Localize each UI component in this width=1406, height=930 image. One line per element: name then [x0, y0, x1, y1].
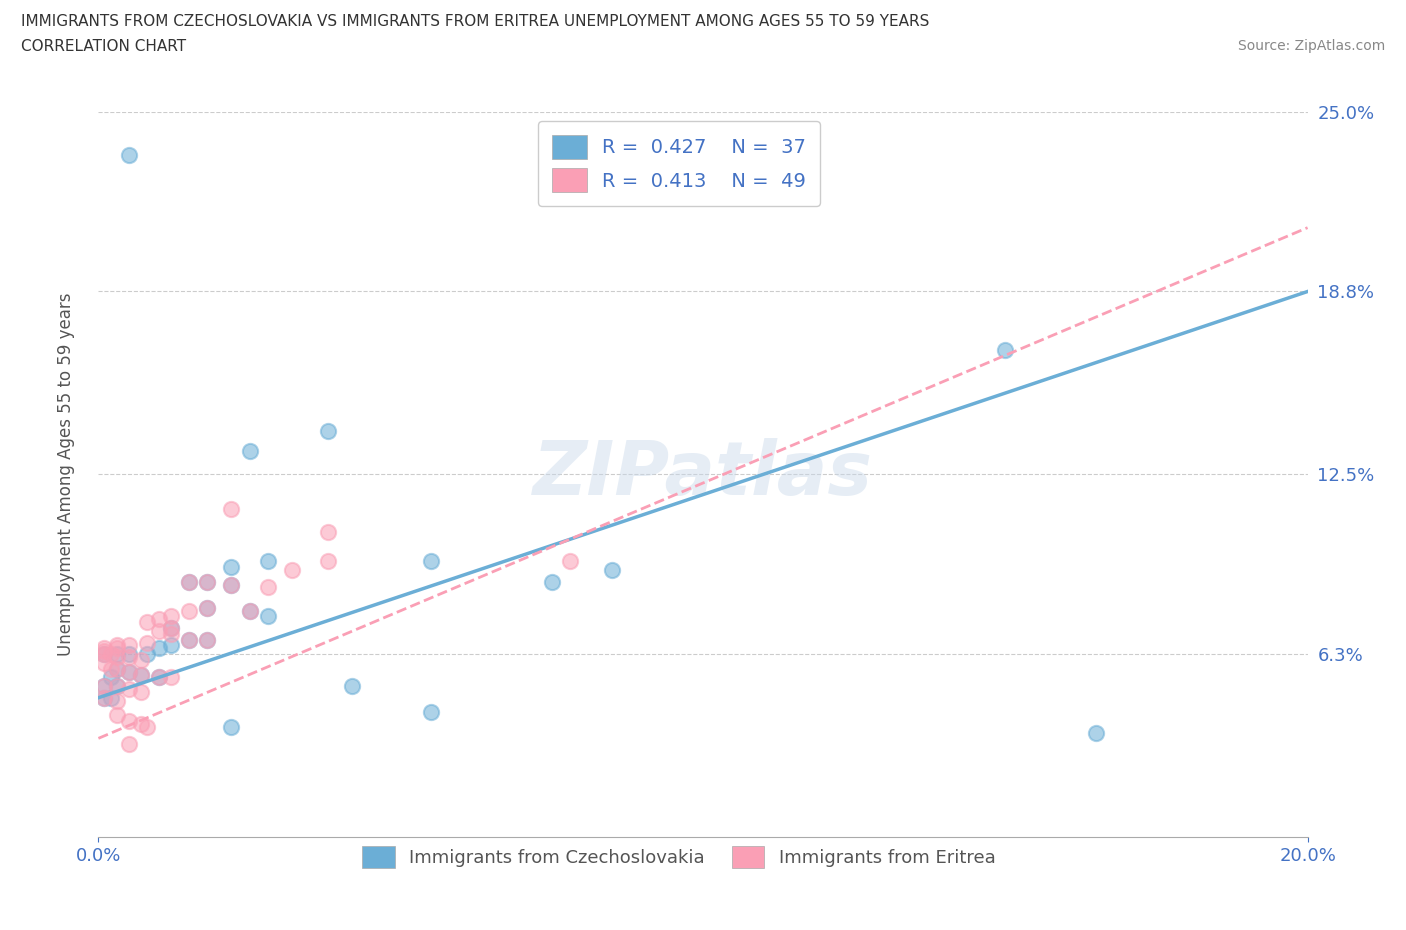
- Point: [221, 719, 243, 734]
- Point: [179, 632, 201, 647]
- Point: [93, 679, 115, 694]
- Point: [195, 632, 218, 647]
- Point: [118, 664, 141, 679]
- Point: [105, 641, 128, 656]
- Point: [148, 623, 170, 638]
- Point: [256, 609, 278, 624]
- Point: [93, 656, 115, 671]
- Y-axis label: Unemployment Among Ages 55 to 59 years: Unemployment Among Ages 55 to 59 years: [56, 293, 75, 656]
- Text: ZIPatlas: ZIPatlas: [533, 438, 873, 511]
- Point: [129, 716, 152, 731]
- Text: IMMIGRANTS FROM CZECHOSLOVAKIA VS IMMIGRANTS FROM ERITREA UNEMPLOYMENT AMONG AGE: IMMIGRANTS FROM CZECHOSLOVAKIA VS IMMIGR…: [21, 14, 929, 29]
- Point: [135, 615, 157, 630]
- Point: [994, 342, 1017, 357]
- Point: [105, 679, 128, 694]
- Point: [135, 719, 157, 734]
- Point: [129, 667, 152, 682]
- Point: [118, 638, 141, 653]
- Point: [105, 646, 128, 661]
- Point: [195, 601, 218, 616]
- Point: [239, 604, 262, 618]
- Point: [160, 620, 183, 635]
- Point: [221, 578, 243, 592]
- Point: [105, 650, 128, 665]
- Point: [160, 620, 183, 635]
- Point: [118, 646, 141, 661]
- Point: [256, 580, 278, 595]
- Text: Source: ZipAtlas.com: Source: ZipAtlas.com: [1237, 39, 1385, 53]
- Point: [239, 444, 262, 458]
- Point: [118, 737, 141, 751]
- Point: [179, 604, 201, 618]
- Point: [316, 525, 339, 539]
- Point: [179, 574, 201, 589]
- Point: [105, 693, 128, 708]
- Point: [420, 554, 443, 569]
- Point: [135, 646, 157, 661]
- Point: [148, 670, 170, 684]
- Point: [221, 560, 243, 575]
- Point: [160, 609, 183, 624]
- Point: [135, 635, 157, 650]
- Point: [160, 670, 183, 684]
- Point: [316, 423, 339, 438]
- Point: [118, 682, 141, 697]
- Point: [105, 661, 128, 676]
- Point: [100, 661, 122, 676]
- Point: [148, 641, 170, 656]
- Point: [129, 684, 152, 699]
- Point: [93, 690, 115, 705]
- Point: [179, 632, 201, 647]
- Point: [100, 670, 122, 684]
- Point: [342, 679, 364, 694]
- Point: [281, 563, 304, 578]
- Point: [316, 554, 339, 569]
- Point: [93, 690, 115, 705]
- Point: [129, 653, 152, 668]
- Point: [93, 646, 115, 661]
- Point: [118, 650, 141, 665]
- Point: [105, 679, 128, 694]
- Point: [93, 679, 115, 694]
- Point: [256, 554, 278, 569]
- Point: [118, 664, 141, 679]
- Point: [160, 638, 183, 653]
- Point: [129, 667, 152, 682]
- Point: [239, 604, 262, 618]
- Point: [558, 554, 581, 569]
- Point: [602, 563, 624, 578]
- Point: [195, 574, 218, 589]
- Point: [179, 574, 201, 589]
- Point: [118, 148, 141, 163]
- Point: [1085, 725, 1108, 740]
- Point: [148, 670, 170, 684]
- Text: CORRELATION CHART: CORRELATION CHART: [21, 39, 186, 54]
- Point: [105, 708, 128, 723]
- Point: [118, 713, 141, 728]
- Point: [420, 705, 443, 720]
- Point: [221, 501, 243, 516]
- Point: [195, 574, 218, 589]
- Point: [160, 627, 183, 642]
- Point: [540, 574, 562, 589]
- Point: [93, 646, 115, 661]
- Point: [195, 601, 218, 616]
- Point: [93, 644, 115, 658]
- Point: [93, 641, 115, 656]
- Point: [100, 646, 122, 661]
- Point: [105, 661, 128, 676]
- Point: [148, 612, 170, 627]
- Legend: Immigrants from Czechoslovakia, Immigrants from Eritrea: Immigrants from Czechoslovakia, Immigran…: [352, 835, 1007, 879]
- Point: [195, 632, 218, 647]
- Point: [100, 690, 122, 705]
- Point: [221, 578, 243, 592]
- Point: [105, 638, 128, 653]
